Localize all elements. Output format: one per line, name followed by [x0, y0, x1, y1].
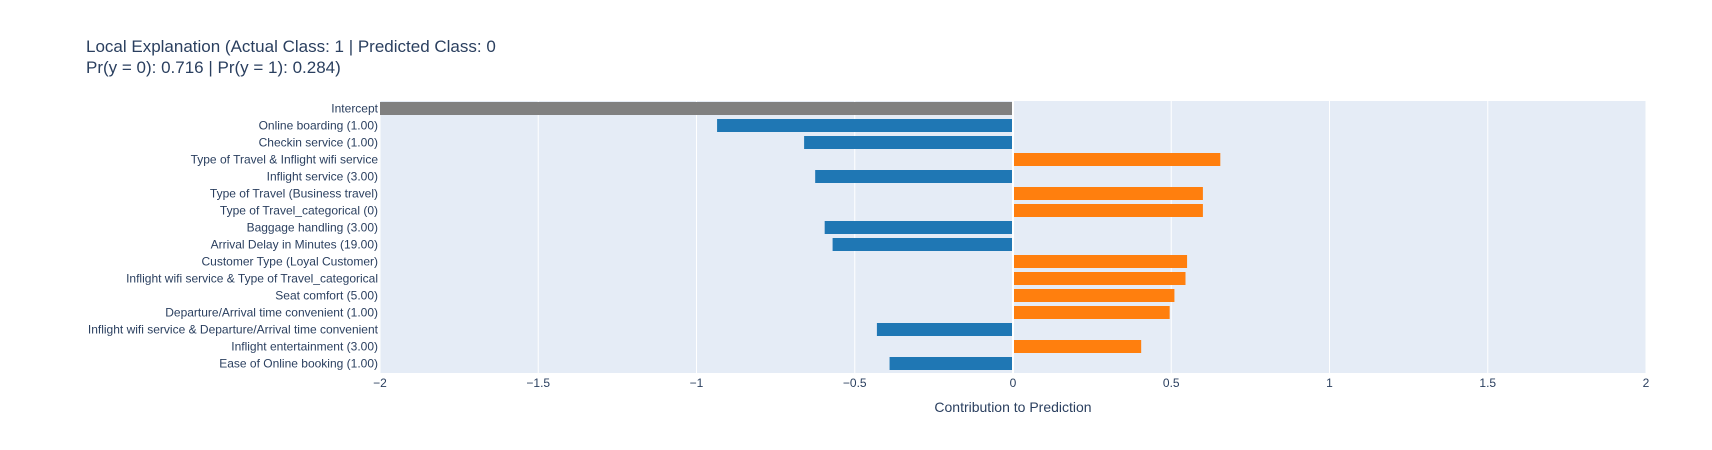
- bar[interactable]: [1013, 153, 1221, 166]
- y-tick-label: Online boarding (1.00): [259, 119, 378, 133]
- x-axis-title: Contribution to Prediction: [934, 399, 1091, 415]
- bar[interactable]: [804, 136, 1013, 149]
- y-tick-label: Inflight wifi service & Departure/Arriva…: [88, 323, 379, 337]
- y-tick-label: Seat comfort (5.00): [275, 289, 378, 303]
- y-tick-label: Customer Type (Loyal Customer): [201, 255, 378, 269]
- bar[interactable]: [832, 238, 1013, 251]
- y-tick-label: Type of Travel (Business travel): [210, 187, 378, 201]
- y-tick-label: Type of Travel_categorical (0): [220, 204, 378, 218]
- y-tick-label: Inflight entertainment (3.00): [231, 340, 378, 354]
- y-tick-label: Arrival Delay in Minutes (19.00): [211, 238, 378, 252]
- x-tick-label: −0.5: [843, 376, 867, 390]
- x-tick-label: 0.5: [1163, 376, 1180, 390]
- x-tick-label: 2: [1643, 376, 1650, 390]
- x-tick-label: 1: [1326, 376, 1333, 390]
- bar[interactable]: [1013, 255, 1188, 268]
- y-tick-label: Baggage handling (3.00): [247, 221, 378, 235]
- bar[interactable]: [1013, 187, 1203, 200]
- bar[interactable]: [1013, 306, 1170, 319]
- bar[interactable]: [889, 357, 1013, 370]
- x-tick-label: −2: [373, 376, 387, 390]
- y-tick-label: Inflight service (3.00): [267, 170, 378, 184]
- chart-title: Local Explanation (Actual Class: 1 | Pre…: [86, 37, 496, 56]
- y-tick-label: Inflight wifi service & Type of Travel_c…: [126, 272, 378, 286]
- bar[interactable]: [824, 221, 1013, 234]
- bar[interactable]: [876, 323, 1013, 336]
- bar[interactable]: [1013, 340, 1142, 353]
- y-tick-labels: Intercept Online boarding (1.00) Checkin s…: [88, 102, 379, 371]
- y-tick-label: Type of Travel & Inflight wifi service: [191, 153, 379, 167]
- x-tick-label: −1: [690, 376, 704, 390]
- bar[interactable]: [717, 119, 1013, 132]
- x-tick-label: −1.5: [526, 376, 550, 390]
- x-tick-labels: −2 −1.5 −1 −0.5 0 0.5 1 1.5 2: [373, 376, 1650, 390]
- bar[interactable]: [380, 102, 1013, 115]
- y-tick-label: Ease of Online booking (1.00): [219, 357, 378, 371]
- x-tick-label: 0: [1010, 376, 1017, 390]
- bar[interactable]: [1013, 289, 1175, 302]
- bar[interactable]: [815, 170, 1013, 183]
- chart-subtitle: Pr(y = 0): 0.716 | Pr(y = 1): 0.284): [86, 58, 341, 77]
- bar[interactable]: [1013, 272, 1186, 285]
- y-tick-label: Departure/Arrival time convenient (1.00): [165, 306, 378, 320]
- y-tick-label: Intercept: [331, 102, 378, 116]
- bar-series: [380, 102, 1221, 370]
- x-tick-label: 1.5: [1479, 376, 1496, 390]
- bar[interactable]: [1013, 204, 1203, 217]
- y-tick-label: Checkin service (1.00): [259, 136, 378, 150]
